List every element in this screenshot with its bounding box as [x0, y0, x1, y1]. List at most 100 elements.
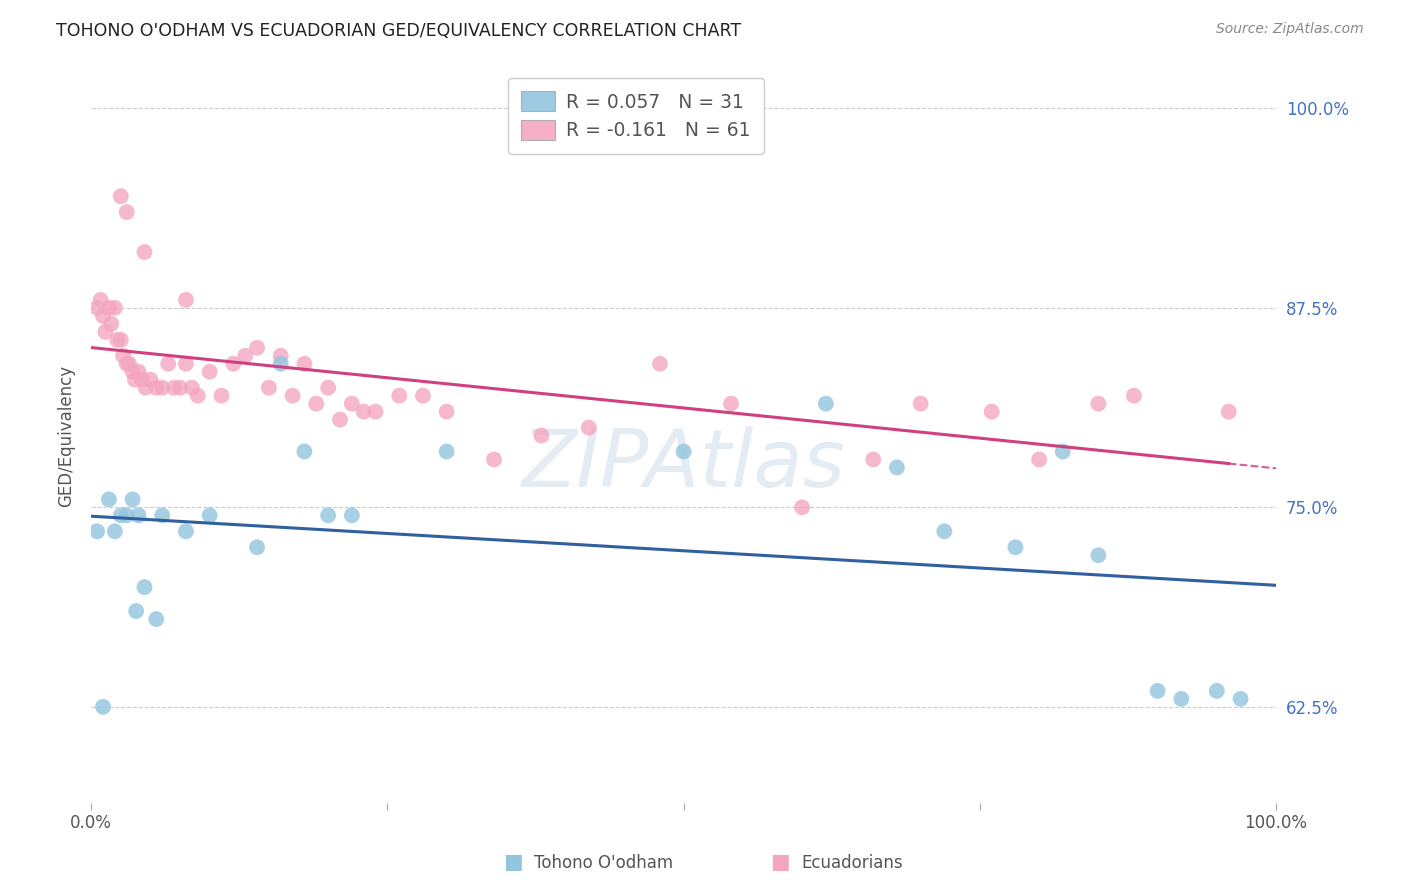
Point	[118, 357, 141, 371]
Text: ■: ■	[770, 853, 790, 872]
Point	[110, 189, 132, 203]
Point	[115, 205, 138, 219]
Point	[910, 397, 932, 411]
Point	[316, 508, 339, 523]
Text: ZIPAtlas: ZIPAtlas	[522, 425, 845, 504]
Point	[1229, 691, 1251, 706]
Point	[86, 524, 108, 539]
Point	[233, 349, 256, 363]
Point	[150, 381, 173, 395]
Point	[121, 365, 143, 379]
Point	[1087, 548, 1109, 562]
Point	[94, 325, 117, 339]
Point	[145, 612, 167, 626]
Point	[1122, 389, 1144, 403]
Point	[720, 397, 742, 411]
Point	[110, 333, 132, 347]
Point	[1218, 404, 1240, 418]
Point	[198, 365, 221, 379]
Point	[388, 389, 411, 403]
Point	[814, 397, 837, 411]
Point	[97, 492, 120, 507]
Point	[790, 500, 813, 515]
Point	[316, 381, 339, 395]
Point	[305, 397, 328, 411]
Point	[90, 293, 112, 307]
Point	[125, 604, 148, 618]
Point	[412, 389, 434, 403]
Text: Tohono O'odham: Tohono O'odham	[534, 855, 673, 872]
Text: TOHONO O'ODHAM VS ECUADORIAN GED/EQUIVALENCY CORRELATION CHART: TOHONO O'ODHAM VS ECUADORIAN GED/EQUIVAL…	[56, 22, 741, 40]
Point	[169, 381, 191, 395]
Point	[436, 404, 458, 418]
Point	[86, 301, 108, 315]
Point	[91, 699, 114, 714]
Text: Source: ZipAtlas.com: Source: ZipAtlas.com	[1216, 22, 1364, 37]
Point	[1004, 541, 1026, 555]
Text: ■: ■	[503, 853, 523, 872]
Point	[115, 357, 138, 371]
Point	[436, 444, 458, 458]
Point	[124, 373, 146, 387]
Point	[128, 365, 150, 379]
Point	[121, 492, 143, 507]
Point	[672, 444, 695, 458]
Point	[482, 452, 505, 467]
Point	[135, 381, 157, 395]
Point	[578, 420, 600, 434]
Point	[364, 404, 387, 418]
Point	[329, 412, 352, 426]
Point	[862, 452, 884, 467]
Point	[128, 508, 150, 523]
Y-axis label: GED/Equivalency: GED/Equivalency	[58, 365, 75, 507]
Point	[257, 381, 280, 395]
Point	[530, 428, 553, 442]
Point	[139, 373, 162, 387]
Point	[91, 309, 114, 323]
Point	[104, 301, 127, 315]
Point	[980, 404, 1002, 418]
Point	[145, 381, 167, 395]
Legend: R = 0.057   N = 31, R = -0.161   N = 61: R = 0.057 N = 31, R = -0.161 N = 61	[509, 78, 763, 153]
Point	[163, 381, 186, 395]
Point	[353, 404, 375, 418]
Point	[246, 541, 269, 555]
Point	[134, 245, 156, 260]
Point	[1028, 452, 1050, 467]
Point	[115, 508, 138, 523]
Point	[157, 357, 180, 371]
Point	[934, 524, 956, 539]
Point	[246, 341, 269, 355]
Point	[131, 373, 153, 387]
Point	[174, 357, 197, 371]
Text: Ecuadorians: Ecuadorians	[801, 855, 903, 872]
Point	[105, 333, 128, 347]
Point	[134, 580, 156, 594]
Point	[174, 524, 197, 539]
Point	[97, 301, 120, 315]
Point	[281, 389, 304, 403]
Point	[340, 508, 363, 523]
Point	[187, 389, 209, 403]
Point	[886, 460, 908, 475]
Point	[270, 349, 292, 363]
Point	[180, 381, 202, 395]
Point	[112, 349, 135, 363]
Point	[1146, 684, 1168, 698]
Point	[174, 293, 197, 307]
Point	[294, 357, 316, 371]
Point	[222, 357, 245, 371]
Point	[198, 508, 221, 523]
Point	[648, 357, 671, 371]
Point	[150, 508, 173, 523]
Point	[340, 397, 363, 411]
Point	[211, 389, 233, 403]
Point	[1052, 444, 1074, 458]
Point	[104, 524, 127, 539]
Point	[1170, 691, 1192, 706]
Point	[1087, 397, 1109, 411]
Point	[110, 508, 132, 523]
Point	[100, 317, 122, 331]
Point	[294, 444, 316, 458]
Point	[1205, 684, 1227, 698]
